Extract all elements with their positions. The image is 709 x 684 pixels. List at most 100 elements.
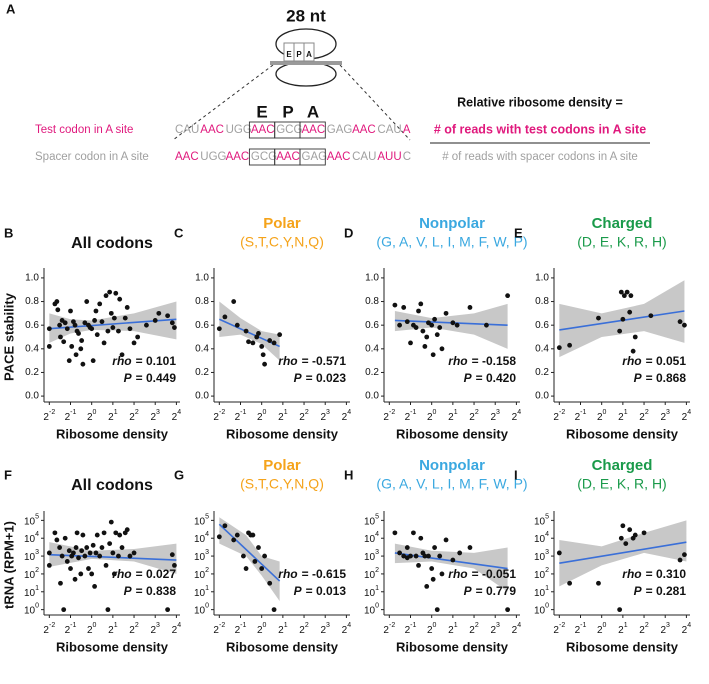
x-tick-label-base: 2: [682, 625, 688, 636]
annotation: rho = -0.615: [278, 567, 346, 581]
x-tick-label-base: 2: [87, 412, 93, 423]
x-tick-label: 23: [320, 622, 330, 636]
data-point: [61, 339, 67, 345]
codon-box: [299, 148, 326, 166]
chart-panel: H Nonpolar (G, A, V, L, I, M, F, W, P) Ribo…: [344, 457, 528, 654]
data-point: [627, 309, 633, 315]
x-tick-label-base: 2: [108, 412, 114, 423]
data-point: [434, 607, 440, 613]
annotation-name: P: [124, 584, 133, 598]
codon: AAC: [226, 151, 250, 163]
x-tick-label: 2-1: [235, 622, 247, 636]
panel-letter: I: [514, 467, 518, 482]
y-tick-label-base: 10: [24, 516, 36, 527]
x-tick-label-base: 2: [278, 625, 284, 636]
chart-title: Polar: [263, 215, 301, 232]
x-tick-label-exponent: 0: [433, 622, 437, 629]
x-tick-label-exponent: 1: [284, 622, 288, 629]
y-tick-label-base: 10: [534, 516, 546, 527]
y-tick-label-base: 10: [24, 534, 36, 545]
data-point: [52, 530, 58, 536]
data-point: [426, 553, 431, 559]
data-point: [76, 331, 81, 336]
y-tick-label-exponent: 3: [375, 549, 379, 556]
codon: AUU: [377, 151, 401, 163]
x-tick-label: 20: [597, 409, 607, 423]
data-point: [172, 325, 177, 330]
annotation-value: = 0.838: [136, 584, 177, 598]
x-tick-label-base: 2: [512, 625, 518, 636]
annotation-value: = -0.571: [302, 354, 347, 368]
data-point: [621, 293, 627, 299]
numerator: # of reads with test codons in A site: [434, 122, 646, 136]
annotation-name: rho: [278, 567, 297, 581]
x-axis-label: Ribosome density: [226, 426, 339, 441]
x-tick-label: 24: [342, 622, 352, 636]
y-tick-label: 101: [24, 585, 39, 599]
data-point: [241, 553, 246, 559]
y-tick-label-exponent: 2: [205, 567, 209, 574]
data-point: [450, 320, 456, 326]
data-point: [99, 545, 105, 550]
data-point: [46, 344, 52, 349]
y-tick-label: 103: [194, 549, 209, 563]
data-point: [277, 332, 283, 338]
data-point: [97, 301, 103, 307]
data-point: [62, 320, 68, 326]
annotation-name: P: [464, 584, 473, 598]
data-point: [467, 545, 473, 550]
data-point: [66, 548, 72, 554]
site-label: P: [296, 50, 302, 59]
data-point: [556, 550, 562, 556]
y-tick-label: 104: [24, 531, 39, 545]
chart-panel: D Nonpolar (G, A, V, L, I, M, F, W, P) Ribo…: [344, 215, 528, 441]
x-tick-label: 20: [597, 622, 607, 636]
y-tick-label-exponent: 3: [205, 549, 209, 556]
data-point: [439, 346, 445, 352]
x-tick-label-exponent: 2: [475, 409, 479, 416]
y-tick-label-exponent: 4: [35, 531, 39, 538]
y-tick-label-base: 10: [194, 570, 206, 581]
annotation-value: = 0.013: [306, 584, 347, 598]
chart-panel: B All codons PACE stability Ribosome densit…: [1, 225, 181, 441]
chart-panel: E Charged (D, E, K, R, H) Ribosome density 0…: [514, 215, 691, 441]
data-point: [103, 563, 109, 568]
data-point: [72, 322, 78, 328]
data-point: [648, 313, 654, 319]
x-tick-label-base: 2: [427, 412, 433, 423]
data-point: [74, 530, 80, 536]
y-tick-label-base: 10: [534, 587, 546, 598]
data-point: [54, 299, 60, 304]
x-tick-label-exponent: 1: [114, 409, 118, 416]
x-tick-label-exponent: 4: [347, 409, 351, 416]
x-tick-label: 23: [490, 409, 500, 423]
x-tick-label-base: 2: [65, 625, 71, 636]
data-point: [231, 537, 237, 543]
data-point: [424, 334, 430, 340]
y-tick-label-base: 10: [24, 552, 36, 563]
x-tick-label: 2-1: [235, 409, 247, 423]
y-tick-label: 0.0: [535, 391, 549, 402]
data-point: [420, 328, 426, 334]
x-tick-label-exponent: -1: [410, 622, 416, 629]
chart-subtitle: (D, E, K, R, H): [577, 476, 666, 492]
x-tick-label: 24: [172, 622, 182, 636]
x-tick-label: 22: [129, 409, 139, 423]
x-tick-label-base: 2: [597, 625, 603, 636]
x-tick-label: 20: [257, 622, 267, 636]
x-tick-label-exponent: 2: [645, 409, 649, 416]
data-point: [68, 308, 73, 314]
annotation-name: rho: [448, 354, 467, 368]
x-tick-label-exponent: 3: [156, 622, 160, 629]
data-point: [259, 344, 265, 349]
y-tick-label-base: 10: [194, 587, 206, 598]
data-point: [110, 550, 116, 556]
charts: B All codons PACE stability Ribosome densit…: [1, 215, 691, 654]
annotation-name: rho: [112, 567, 131, 581]
annotation-value: = -0.051: [472, 567, 517, 581]
x-tick-label-base: 2: [278, 412, 284, 423]
confidence-band: [219, 517, 280, 602]
data-point: [97, 553, 103, 559]
data-point: [457, 550, 463, 556]
